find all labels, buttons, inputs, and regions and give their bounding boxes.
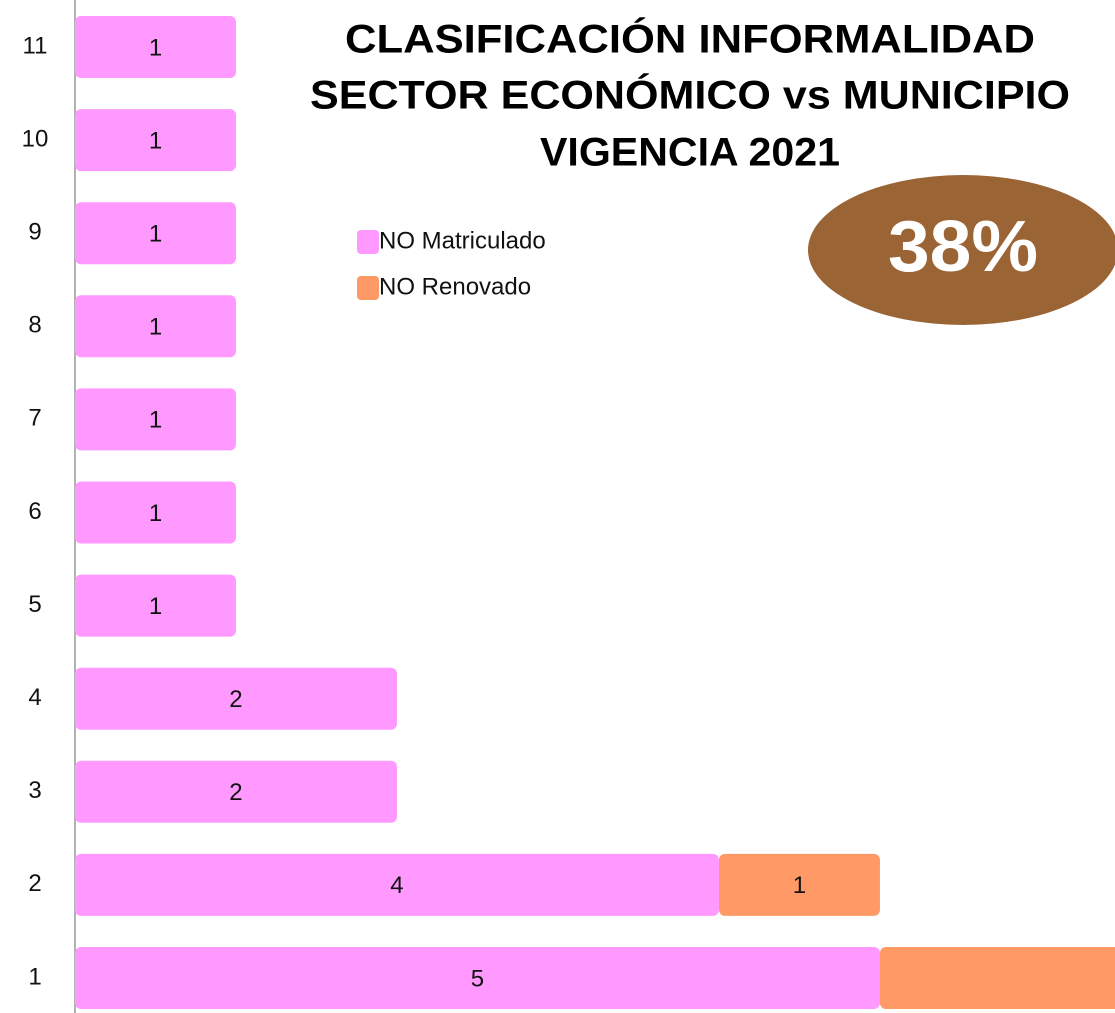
legend-swatch [357, 230, 379, 254]
bar-segment [75, 853, 719, 916]
y-tick-label: 4 [28, 684, 41, 711]
legend-label: NO Renovado [379, 273, 531, 300]
bar-segment [75, 109, 236, 172]
y-tick-label: 6 [28, 498, 41, 525]
y-tick-label: 3 [28, 777, 41, 804]
data-label: 1 [149, 500, 162, 527]
legend: NO Matriculado NO Renovado [357, 227, 546, 300]
data-label: 1 [149, 34, 162, 61]
data-label: 1 [149, 127, 162, 154]
data-label: 1 [793, 872, 806, 899]
chart-title: CLASIFICACIÓN INFORMALIDAD [345, 16, 1035, 62]
y-tick-label: 1 [28, 963, 41, 990]
data-label: 2 [229, 779, 242, 806]
chart-title: VIGENCIA 2021 [540, 131, 840, 175]
y-tick-label: 9 [28, 219, 41, 246]
data-label: 4 [390, 872, 403, 899]
y-tick-label: 7 [28, 405, 41, 432]
data-label: 1 [149, 407, 162, 434]
data-label: 2 [229, 686, 242, 713]
y-tick-label: 10 [22, 125, 49, 152]
plot-area: 5 4 1 2 2 1 1 1 1 1 1 1 [75, 16, 1115, 1009]
annotation-badge [808, 175, 1115, 325]
data-label: 1 [149, 314, 162, 341]
legend-label: NO Matriculado [379, 227, 546, 254]
bar-segment [879, 947, 1115, 1009]
bar-segment [75, 947, 880, 1009]
chart-title: SECTOR ECONÓMICO vs MUNICIPIO [310, 72, 1070, 118]
bar-segment [75, 481, 236, 544]
data-label: 1 [149, 593, 162, 620]
bar-segment [75, 667, 397, 730]
y-tick-label: 11 [23, 32, 48, 59]
annotation: 38% [888, 207, 1038, 287]
bar-segment [75, 202, 236, 265]
legend-swatch [357, 276, 379, 300]
bar-segment [718, 853, 880, 916]
y-tick-label: 2 [28, 870, 41, 897]
y-tick-label: 5 [28, 591, 41, 618]
bar-segment [75, 574, 236, 637]
bar-segment [75, 388, 236, 451]
data-label: 5 [471, 965, 484, 992]
bar-segment [75, 760, 397, 823]
bar-segment [75, 295, 236, 358]
data-label: 1 [149, 221, 162, 248]
bar-segment [75, 16, 236, 78]
y-tick-label: 8 [28, 312, 41, 339]
